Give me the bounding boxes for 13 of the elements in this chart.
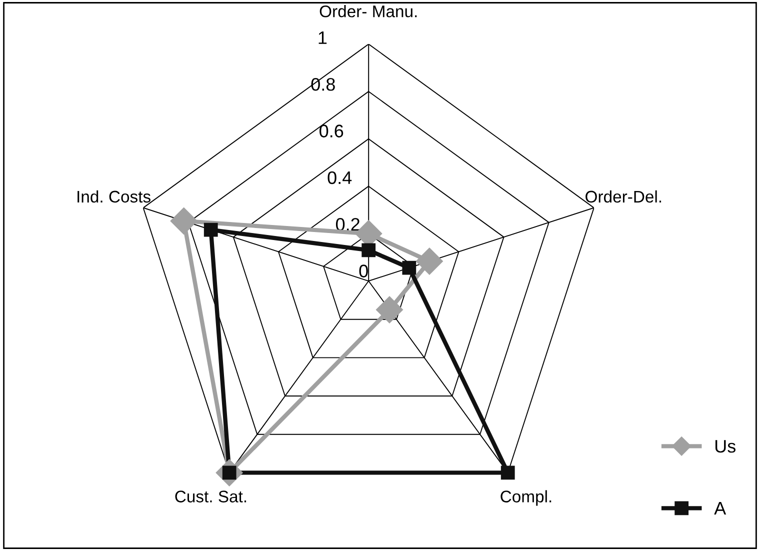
legend-label: Us [715,440,736,453]
y-tick-label: 1 [318,32,327,44]
y-tick-label: 0.2 [336,218,360,231]
y-tick-label: 0.4 [328,171,352,184]
legend-label: A [714,502,726,514]
y-tick-label: 0 [359,264,368,278]
y-tick-label: 0.6 [320,124,344,138]
spoke-label: Order-Del. [586,190,662,203]
spoke-label: Ind. Costs [78,190,150,203]
y-tick-label: 0.8 [311,78,335,91]
spoke-label: Cust. Sat. [175,490,246,502]
spoke-label: Order- Manu. [320,5,417,18]
spoke-label: Compl. [500,490,552,506]
